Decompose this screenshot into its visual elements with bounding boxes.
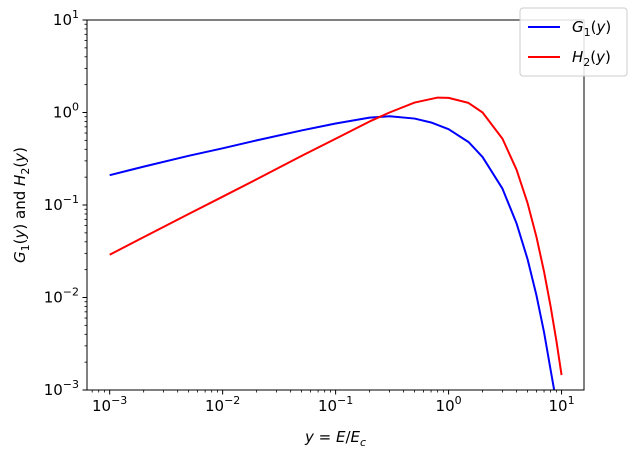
y-axis-label-h-sub: 2 [19, 168, 32, 175]
legend: G1(y) H2(y) [519, 7, 628, 77]
series-layer [109, 96, 563, 390]
x-axis-label: y = E/Ec [304, 428, 366, 449]
x-axis-label-e2: E [351, 428, 361, 446]
x-tick-label: 101 [549, 394, 575, 415]
y-axis-label-mid: (y) and [11, 186, 29, 244]
ticks-layer: 10−3 10−2 10−1 100 101 10−3 10−2 10−1 100 101 [44, 8, 575, 415]
y-axis-label-h: H [11, 175, 29, 186]
x-tick-label: 10−3 [92, 394, 127, 415]
y-tick-label: 10−2 [44, 286, 79, 307]
series-line-1 [109, 96, 563, 376]
y-tick-label: 10−3 [44, 378, 79, 399]
x-tick-label: 100 [436, 394, 462, 415]
y-axis-label-g: G [11, 251, 29, 263]
x-tick-label: 10−1 [318, 394, 353, 415]
x-axis-label-sub: c [360, 436, 366, 449]
series-line-0 [109, 115, 556, 390]
x-tick-label: 10−2 [205, 394, 240, 415]
y-tick-label: 10−1 [44, 193, 79, 214]
legend-label-h2: H2(y) [572, 48, 611, 69]
legend-label-g1: G1(y) [572, 18, 611, 39]
y-axis-label: G1(y) and H2(y) [11, 147, 32, 263]
legend-box [519, 7, 628, 77]
y-axis-label-end: (y) [11, 147, 29, 168]
x-axis-label-eq: = [314, 428, 336, 446]
y-tick-label: 100 [53, 101, 79, 122]
y-axis-label-g-sub: 1 [19, 244, 32, 251]
x-axis-label-var: y [304, 428, 315, 446]
y-tick-label: 101 [53, 8, 79, 29]
x-axis-label-slash: / [345, 428, 351, 446]
x-axis-label-e: E [336, 428, 346, 446]
